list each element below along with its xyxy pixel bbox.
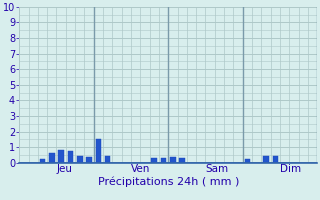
Text: Sam: Sam: [205, 164, 228, 174]
Bar: [244, 159, 250, 163]
X-axis label: Précipitations 24h ( mm ): Précipitations 24h ( mm ): [98, 177, 239, 187]
Text: Jeu: Jeu: [56, 164, 72, 174]
Bar: [49, 153, 55, 163]
Bar: [105, 156, 110, 163]
Bar: [58, 150, 64, 163]
Bar: [273, 156, 278, 163]
Text: Ven: Ven: [131, 164, 150, 174]
Bar: [161, 158, 166, 163]
Bar: [40, 159, 45, 163]
Bar: [77, 156, 83, 163]
Bar: [180, 158, 185, 163]
Bar: [68, 151, 73, 163]
Bar: [170, 157, 176, 163]
Bar: [263, 156, 269, 163]
Bar: [86, 157, 92, 163]
Text: Dim: Dim: [280, 164, 301, 174]
Bar: [151, 158, 157, 163]
Bar: [96, 139, 101, 163]
